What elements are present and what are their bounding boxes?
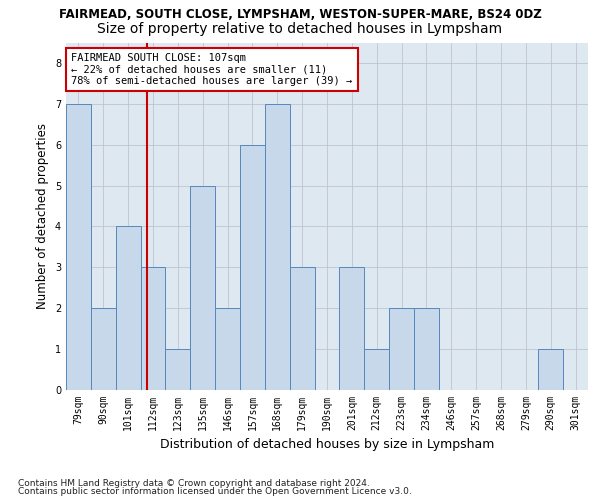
Bar xyxy=(91,308,116,390)
Bar xyxy=(140,268,166,390)
Bar xyxy=(389,308,414,390)
Text: FAIRMEAD, SOUTH CLOSE, LYMPSHAM, WESTON-SUPER-MARE, BS24 0DZ: FAIRMEAD, SOUTH CLOSE, LYMPSHAM, WESTON-… xyxy=(59,8,541,20)
Bar xyxy=(240,144,265,390)
Y-axis label: Number of detached properties: Number of detached properties xyxy=(37,123,49,309)
Bar xyxy=(166,349,190,390)
Bar xyxy=(414,308,439,390)
Bar xyxy=(538,349,563,390)
Bar xyxy=(215,308,240,390)
Bar xyxy=(364,349,389,390)
X-axis label: Distribution of detached houses by size in Lympsham: Distribution of detached houses by size … xyxy=(160,438,494,452)
Text: FAIRMEAD SOUTH CLOSE: 107sqm
← 22% of detached houses are smaller (11)
78% of se: FAIRMEAD SOUTH CLOSE: 107sqm ← 22% of de… xyxy=(71,53,352,86)
Text: Contains HM Land Registry data © Crown copyright and database right 2024.: Contains HM Land Registry data © Crown c… xyxy=(18,478,370,488)
Bar xyxy=(116,226,140,390)
Text: Contains public sector information licensed under the Open Government Licence v3: Contains public sector information licen… xyxy=(18,487,412,496)
Bar xyxy=(290,268,314,390)
Bar xyxy=(340,268,364,390)
Bar xyxy=(265,104,290,390)
Bar xyxy=(66,104,91,390)
Bar xyxy=(190,186,215,390)
Text: Size of property relative to detached houses in Lympsham: Size of property relative to detached ho… xyxy=(97,22,503,36)
